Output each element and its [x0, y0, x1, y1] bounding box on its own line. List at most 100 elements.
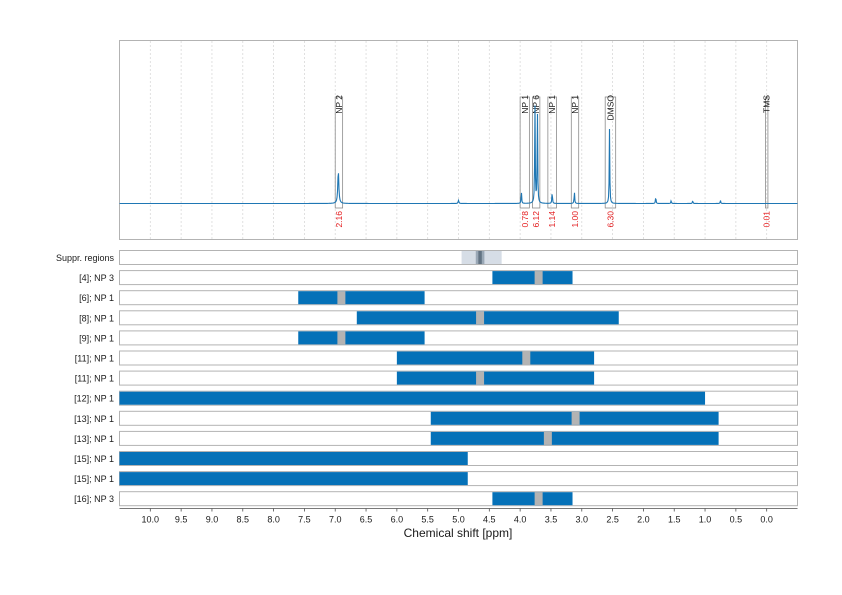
row-label: [4]; NP 3: [79, 273, 114, 283]
peak-region-box: [604, 96, 617, 209]
peak-marker: [543, 431, 552, 445]
x-tick-label: 5.5: [421, 515, 434, 525]
region-bar: [298, 291, 425, 305]
x-tick-label: 4.0: [514, 515, 527, 525]
peak-marker: [522, 351, 531, 365]
peak-marker: [534, 492, 543, 506]
x-axis: 10.0 9.5 9.0 8.5 8.0 7.5 7.0 6.5 6.0 5.5 5.0 4.5 4.0…: [119, 508, 798, 525]
peak-marker: [571, 411, 580, 425]
peak-label: NP 2: [334, 95, 344, 114]
peak-label: NP 6: [531, 95, 541, 114]
region-row: [9]; NP 1: [79, 330, 798, 346]
x-tick-label: 9.5: [175, 515, 188, 525]
x-tick-label: 0.5: [730, 515, 743, 525]
peak-integral: 1.14: [547, 211, 557, 228]
region-row: [16]; NP 3: [74, 491, 798, 507]
region-bar: [492, 271, 573, 285]
x-tick-label: 7.5: [298, 515, 311, 525]
peak-marker: [476, 371, 485, 385]
x-tick-label: 4.5: [483, 515, 496, 525]
row-label: [9]; NP 1: [79, 333, 114, 343]
row-label: [16]; NP 3: [74, 494, 114, 504]
x-tick-label: 2.5: [606, 515, 619, 525]
peak-region-box: [519, 96, 530, 209]
peak-label: NP 1: [520, 95, 530, 114]
peak-integral: 0.78: [520, 211, 530, 228]
region-row: [15]; NP 1: [74, 471, 798, 487]
x-tick-label: 0.0: [760, 515, 773, 525]
x-tick-label: 2.0: [637, 515, 650, 525]
peak-annotations: NP 2 2.16 NP 1 0.78 NP 6 6.12 NP 1 1.14 NP 1 1.00…: [334, 95, 772, 228]
row-frame: [119, 250, 798, 265]
peak-integral: 6.12: [531, 211, 541, 228]
region-bar: [396, 371, 595, 385]
row-label: [13]; NP 1: [74, 414, 114, 424]
x-tick-label: 3.5: [545, 515, 558, 525]
region-row: [13]; NP 1: [74, 410, 798, 426]
peak-region-box: [570, 96, 580, 209]
x-tick-label: 7.0: [329, 515, 342, 525]
region-row: [11]; NP 1: [75, 370, 798, 386]
region-bar: [119, 472, 468, 486]
peak-marker: [534, 271, 543, 285]
region-bar: [119, 452, 468, 465]
row-frame: [119, 330, 798, 346]
peak-integral: 2.16: [334, 211, 344, 228]
spectrum-line: [119, 105, 798, 205]
peak-region-box: [334, 96, 344, 209]
row-label: [6]; NP 1: [79, 293, 114, 303]
row-label: [15]; NP 1: [74, 474, 114, 484]
row-label: [15]; NP 1: [74, 454, 114, 464]
x-tick-label: 9.0: [206, 515, 219, 525]
suppressed-region-center: [478, 251, 482, 264]
region-row: [15]; NP 1: [74, 451, 798, 466]
peak-integral: 0.01: [762, 211, 772, 228]
peak-label: NP 1: [547, 95, 557, 114]
peak-label: NP 1: [570, 95, 580, 114]
region-row: [4]; NP 3: [79, 270, 798, 286]
peak-region-box: [547, 96, 557, 209]
x-tick-label: 1.5: [668, 515, 681, 525]
row-label: Suppr. regions: [56, 253, 115, 263]
region-bar: [492, 492, 573, 506]
region-row: [6]; NP 1: [79, 290, 798, 306]
peak-region-box: [765, 96, 769, 209]
peak-region-box: [532, 96, 541, 209]
row-frame: [119, 270, 798, 286]
row-label: [11]; NP 1: [75, 374, 114, 384]
peak-integral: 1.00: [570, 211, 580, 228]
x-tick-label: 6.5: [360, 515, 373, 525]
x-tick-label: 8.5: [237, 515, 250, 525]
row-label: [11]; NP 1: [75, 354, 114, 364]
row-label: [12]; NP 1: [74, 394, 114, 404]
peak-label: DMSO: [605, 95, 615, 121]
peak-integral: 6.30: [605, 211, 615, 228]
x-tick-label: 6.0: [391, 515, 404, 525]
row-label: [13]; NP 1: [74, 434, 114, 444]
x-tick-label: 5.0: [452, 515, 465, 525]
peak-marker: [337, 331, 346, 345]
region-row: [8]; NP 1: [79, 310, 798, 326]
region-row: [13]; NP 1: [74, 430, 798, 446]
peak-marker: [337, 291, 346, 305]
x-tick-label: 1.0: [699, 515, 712, 525]
region-bar: [119, 391, 706, 405]
row-label: [8]; NP 1: [79, 313, 114, 323]
region-row: Suppr. regions: [56, 250, 798, 265]
region-bar: [298, 331, 425, 345]
region-row: [12]; NP 1: [74, 390, 798, 406]
region-bar: [430, 431, 719, 445]
peak-label: TMS: [762, 95, 772, 113]
spectrum-panel: NP 2 2.16 NP 1 0.78 NP 6 6.12 NP 1 1.14 NP 1 1.00…: [119, 40, 798, 240]
row-frame: [119, 290, 798, 306]
region-row: [11]; NP 1: [75, 350, 798, 366]
x-axis-label: Chemical shift [ppm]: [404, 526, 513, 540]
peak-marker: [476, 311, 485, 325]
x-tick-label: 10.0: [142, 515, 160, 525]
x-tick-label: 8.0: [267, 515, 280, 525]
region-bar: [396, 351, 595, 365]
x-tick-label: 3.0: [576, 515, 589, 525]
region-bar: [356, 311, 619, 325]
row-frame: [119, 491, 798, 507]
